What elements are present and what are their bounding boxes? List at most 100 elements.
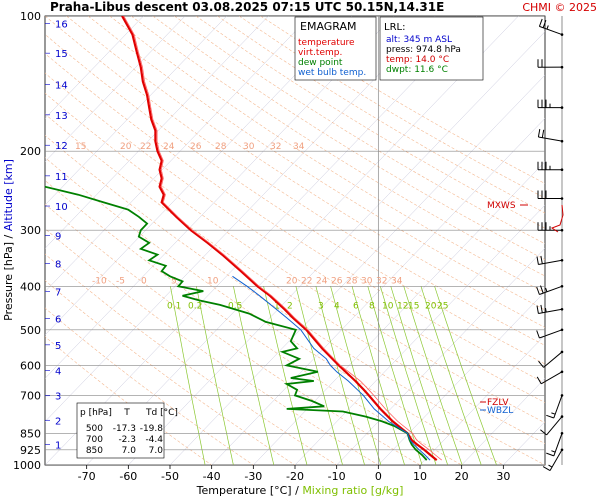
y-axis-label-altitude: Altitude [km]	[2, 159, 15, 231]
wind-barb	[542, 448, 564, 472]
y-axis-label: Pressure [hPa] / Altitude [km]	[2, 159, 15, 321]
wind-barb-staff	[540, 371, 563, 385]
mixing-ratio-label: 1	[274, 301, 280, 311]
dry-adiabat	[45, 33, 545, 365]
wind-barb-station	[560, 448, 564, 452]
mixing-ratio-label: 0.5	[228, 301, 242, 311]
wind-barb-station	[560, 328, 564, 332]
pressure-tick-label: 300	[20, 224, 41, 237]
altitude-tick-label: 10	[55, 202, 68, 213]
wind-panel	[536, 16, 564, 472]
series-line-virt-temp	[123, 16, 442, 461]
wind-barb-feather	[540, 304, 543, 313]
wind-barb-half-feather	[551, 412, 556, 415]
wind-barb-feather	[536, 330, 540, 339]
wind-barb-station	[560, 197, 564, 200]
wind-barb-station	[560, 415, 564, 418]
wind-barb-station	[560, 168, 564, 171]
temperature-tick-label: 10	[413, 470, 427, 483]
series-line-temperature	[121, 16, 438, 461]
dry-adiabat-labels: 15 20 22 24 26 28 30 32 34-10 -5 0 5 10 20 22 24 26 28 30 3…	[75, 142, 403, 286]
wind-barb	[538, 18, 564, 36]
dry-adiabat-label: 28	[215, 142, 227, 152]
x-axis-label-mixing: Mixing ratio [g/kg]	[302, 484, 403, 497]
profiles	[45, 16, 442, 461]
altitude-tick-label: 14	[55, 80, 68, 91]
pressure-ticks: 100 200 300 400 500 600 700 850 925 1000	[13, 10, 41, 472]
dry-adiabat-label: 26	[331, 276, 343, 286]
dry-adiabat	[45, 135, 545, 465]
isotherm-line	[45, 16, 269, 249]
dry-adiabat	[217, 16, 545, 214]
wind-barb-station	[560, 394, 564, 397]
dry-adiabat	[45, 157, 504, 465]
mixing-ratio-label: 20	[425, 301, 437, 311]
dry-adiabat	[174, 16, 545, 245]
dry-adiabat	[87, 16, 545, 311]
chart-title: Praha-Libus descent 03.08.2025 07:15 UTC…	[50, 0, 444, 14]
wind-barb-feather	[540, 255, 543, 264]
altitude-tick-label: 3	[55, 392, 61, 403]
pressure-tick-label: 850	[20, 427, 41, 440]
lrl-alt: alt: 345 m ASL	[386, 35, 452, 45]
marker-mxws: MXWS	[487, 201, 516, 211]
wind-barb	[540, 415, 564, 436]
isotherm-line	[45, 16, 311, 292]
dry-adiabat-label: 22	[140, 142, 151, 152]
wind-barb	[537, 129, 564, 143]
wind-barb	[536, 328, 564, 339]
wind-barb-feather	[536, 305, 539, 314]
wind-barb-station	[560, 65, 564, 69]
wind-barb-staff	[543, 351, 563, 368]
wind-barb-staff	[549, 449, 563, 471]
lrl-title: LRL:	[384, 22, 405, 33]
wind-barb-station	[560, 259, 564, 262]
dry-adiabat-label: 24	[316, 276, 328, 286]
table-row: 700 -2.3 -4.4	[86, 435, 163, 445]
wind-barb-staff	[539, 25, 563, 36]
legend-virt-temp: virt.temp.	[298, 48, 342, 58]
dry-adiabat-label: 32	[270, 142, 281, 152]
pressure-tick-label: 100	[20, 10, 41, 23]
mixing-ratio-label: 0.1	[167, 301, 181, 311]
temperature-tick-label: -30	[244, 470, 262, 483]
dry-adiabat-label: 20	[120, 142, 132, 152]
wind-barb-staff	[546, 416, 563, 436]
wind-barb	[536, 304, 564, 314]
wind-barb-half-feather	[545, 308, 547, 313]
table-cell-td: -19.8	[140, 424, 164, 434]
dry-adiabat-label: 22	[301, 276, 312, 286]
altitude-tick-label: 16	[55, 20, 68, 31]
table-header-p: p [hPa]	[80, 408, 112, 418]
temperature-tick-label: -60	[119, 470, 137, 483]
temperature-tick-label: -70	[78, 470, 96, 483]
wind-barb-half-feather	[546, 25, 549, 30]
table-header-td: Td [°C]	[145, 408, 178, 418]
wind-barb-staff	[538, 308, 563, 314]
mixing-ratio-label: 2	[287, 301, 293, 311]
wind-barb-feather	[540, 285, 544, 294]
table-cell-td: -4.4	[145, 435, 163, 445]
temperature-tick-label: -20	[286, 470, 304, 483]
wind-barb-station	[560, 308, 564, 311]
wind-barb	[546, 432, 564, 457]
lrl-temp: temp: 14.0 °C	[386, 55, 449, 65]
altitude-tick-label: 5	[55, 341, 61, 352]
temperature-ticks: -70 -60 -50 -40 -30 -20 -10 0 10 20 30	[78, 465, 510, 483]
isotherm-line	[544, 464, 545, 465]
mixing-ratio-label: 4	[334, 301, 340, 311]
wind-barb-station	[560, 370, 564, 374]
dry-adiabat	[152, 16, 545, 261]
wind-barb-feather	[542, 466, 551, 472]
wind-barb	[546, 394, 564, 419]
wind-barb	[537, 190, 564, 200]
pressure-tick-label: 700	[20, 389, 41, 402]
wind-barb-half-feather	[551, 450, 556, 453]
dry-adiabat-label: 15	[75, 142, 86, 152]
dry-adiabat-label: 0	[141, 276, 147, 286]
mixing-ratio-label: 0.2	[188, 301, 202, 311]
wind-barb-feather	[541, 129, 545, 138]
grid	[45, 16, 545, 465]
